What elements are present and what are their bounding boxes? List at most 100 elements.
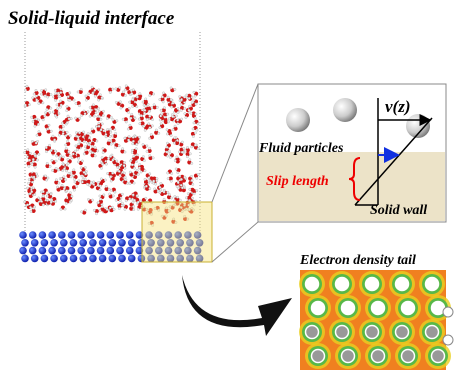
hydrogen <box>34 125 36 127</box>
hydrogen <box>96 150 98 152</box>
hydrogen <box>44 115 46 117</box>
hydrogen <box>101 206 103 208</box>
hydrogen <box>84 209 86 211</box>
hydrogen <box>50 201 52 203</box>
hydrogen <box>75 102 77 104</box>
hydrogen <box>56 186 58 188</box>
hydrogen <box>172 102 174 104</box>
hydrogen <box>26 85 28 87</box>
hydrogen <box>88 136 90 138</box>
hydrogen <box>175 115 177 117</box>
hydrogen <box>97 107 99 109</box>
atom <box>118 255 126 263</box>
hydrogen <box>162 92 164 94</box>
hydrogen <box>137 173 139 175</box>
hydrogen <box>125 200 127 202</box>
atom <box>87 247 95 255</box>
atom <box>77 247 85 255</box>
hydrogen <box>99 195 101 197</box>
hydrogen <box>126 182 128 184</box>
hydrogen <box>96 140 98 142</box>
hydrogen <box>56 104 58 106</box>
wall-label: Solid wall <box>370 203 427 218</box>
hydrogen <box>66 140 68 142</box>
hydrogen <box>115 101 117 103</box>
atom <box>97 231 105 239</box>
hydrogen <box>102 147 104 149</box>
hydrogen <box>67 158 69 160</box>
hydrogen <box>116 120 118 122</box>
hydrogen <box>57 169 59 171</box>
atom <box>48 231 56 239</box>
hydrogen <box>33 206 35 208</box>
hydrogen <box>186 94 188 96</box>
hydrogen <box>65 134 67 136</box>
hydrogen <box>134 117 136 119</box>
hydrogen <box>113 208 115 210</box>
hydrogen <box>54 89 56 91</box>
atom <box>79 255 87 263</box>
hydrogen <box>44 95 46 97</box>
hydrogen <box>166 155 168 157</box>
hydrogen <box>195 103 197 105</box>
hydrogen <box>142 143 144 145</box>
hydrogen <box>196 129 198 131</box>
hydrogen <box>139 122 141 124</box>
hydrogen <box>83 153 85 155</box>
hydrogen <box>166 129 168 131</box>
hydrogen <box>122 91 124 93</box>
atom <box>87 231 95 239</box>
hydrogen <box>35 173 37 175</box>
atom <box>60 255 68 263</box>
hydrogen <box>98 115 100 117</box>
hydrogen <box>127 128 129 130</box>
hydrogen <box>106 208 108 210</box>
hydrogen <box>36 159 38 161</box>
hydrogen <box>123 161 125 163</box>
hydrogen <box>144 170 146 172</box>
density-core <box>366 278 379 291</box>
atom <box>50 255 58 263</box>
hydrogen <box>172 129 174 131</box>
fluid-particle <box>286 108 310 132</box>
hydrogen <box>84 146 86 148</box>
atom <box>128 255 136 263</box>
hydrogen <box>102 110 104 112</box>
hydrogen <box>58 182 60 184</box>
hydrogen <box>118 170 120 172</box>
hydrogen <box>110 176 112 178</box>
hydrogen <box>112 119 114 121</box>
hydrogen <box>159 191 161 193</box>
hydrogen <box>99 209 101 211</box>
hydrogen <box>194 132 196 134</box>
hydrogen <box>33 176 35 178</box>
hydrogen <box>77 138 79 140</box>
hydrogen <box>133 182 135 184</box>
hydrogen <box>92 104 94 106</box>
hydrogen <box>142 155 144 157</box>
hydrogen <box>40 89 42 91</box>
hydrogen <box>28 178 30 180</box>
hydrogen <box>46 199 48 201</box>
hydrogen <box>66 105 68 107</box>
hydrogen <box>70 199 72 201</box>
hydrogen <box>119 86 121 88</box>
hydrogen <box>146 145 148 147</box>
atom <box>31 239 39 247</box>
hydrogen <box>74 150 76 152</box>
hydrogen <box>88 184 90 186</box>
hydrogen <box>135 160 137 162</box>
hydrogen <box>45 150 47 152</box>
density-title: Electron density tail <box>299 253 416 268</box>
hydrogen <box>177 171 179 173</box>
hydrogen <box>191 101 193 103</box>
hydrogen <box>78 104 80 106</box>
hydrogen <box>78 143 80 145</box>
hydrogen <box>98 89 100 91</box>
hydrogen <box>26 156 28 158</box>
atom <box>126 231 134 239</box>
hydrogen <box>93 209 95 211</box>
hydrogen <box>114 191 116 193</box>
hydrogen <box>177 107 179 109</box>
slip-label: Slip length <box>266 174 329 189</box>
